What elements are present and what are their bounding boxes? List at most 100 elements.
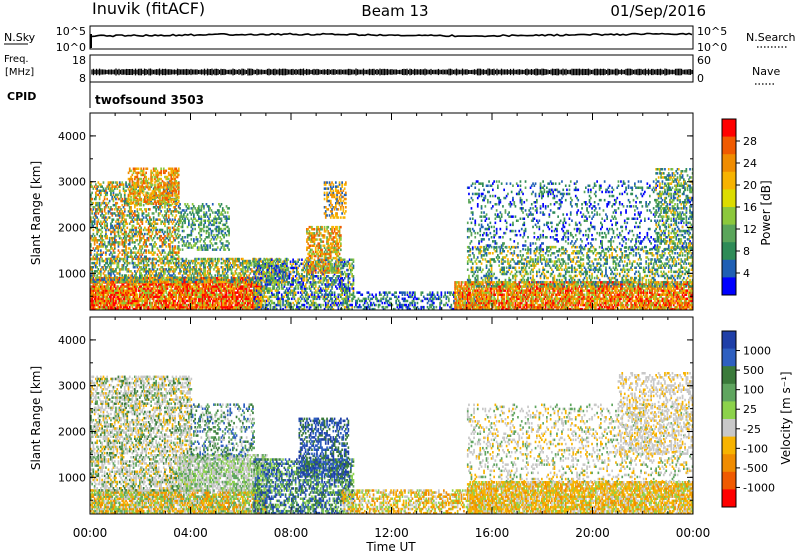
- data-cell: [176, 281, 179, 284]
- data-cell: [90, 285, 92, 288]
- data-cell: [155, 303, 157, 307]
- data-cell: [140, 287, 142, 290]
- data-cell: [150, 307, 152, 311]
- data-cell: [151, 297, 154, 301]
- data-cell: [157, 301, 160, 305]
- data-cell: [183, 229, 185, 233]
- data-cell: [118, 307, 121, 311]
- data-cell: [110, 297, 112, 301]
- data-cell: [177, 291, 180, 294]
- data-cell: [145, 281, 147, 284]
- data-cell: [132, 287, 135, 290]
- data-cell: [108, 303, 111, 307]
- data-cell: [102, 293, 105, 296]
- data-cell: [174, 293, 176, 296]
- data-cell: [175, 283, 178, 286]
- data-cell: [142, 283, 145, 286]
- data-cell: [166, 283, 169, 286]
- data-cell: [191, 299, 194, 303]
- data-cell: [121, 307, 124, 311]
- data-cell: [171, 285, 174, 288]
- data-cell: [164, 295, 166, 299]
- data-cell: [105, 301, 107, 305]
- data-cell: [183, 283, 185, 286]
- data-cell: [115, 287, 117, 290]
- data-cell: [98, 289, 101, 292]
- data-cell: [123, 299, 126, 303]
- data-cell: [96, 297, 98, 301]
- data-cell: [127, 293, 130, 296]
- data-cell: [147, 293, 150, 296]
- data-cell: [181, 285, 184, 288]
- data-cell: [185, 257, 188, 261]
- data-cell: [159, 307, 161, 311]
- data-cell: [188, 283, 190, 286]
- data-cell: [167, 200, 170, 203]
- data-cell: [111, 281, 114, 284]
- data-cell: [160, 303, 162, 307]
- data-cell: [98, 299, 101, 303]
- data-cell: [127, 251, 130, 254]
- data-cell: [100, 305, 102, 309]
- data-cell: [134, 297, 136, 301]
- data-cell: [127, 297, 130, 301]
- data-cell: [172, 307, 175, 311]
- data-cell: [141, 279, 144, 282]
- data-cell: [113, 293, 116, 296]
- data-cell: [144, 299, 146, 303]
- data-cell: [126, 301, 129, 305]
- data-cell: [106, 191, 108, 195]
- data-cell: [125, 295, 127, 299]
- data-cell: [90, 295, 92, 299]
- data-cell: [90, 301, 92, 305]
- data-cell: [110, 295, 112, 299]
- data-cell: [142, 291, 145, 294]
- data-cell: [177, 167, 180, 170]
- data-cell: [169, 301, 171, 305]
- data-cell: [135, 303, 137, 307]
- data-cell: [91, 303, 93, 307]
- data-cell: [110, 301, 112, 305]
- data-cell: [161, 285, 164, 288]
- data-cell: [97, 285, 100, 288]
- nsky-tick-top: 10^5: [56, 25, 86, 38]
- data-cell: [150, 305, 152, 309]
- data-cell: [123, 295, 126, 299]
- data-cell: [137, 303, 140, 307]
- data-cell: [177, 289, 180, 292]
- data-cell: [110, 281, 112, 284]
- data-cell: [190, 307, 193, 311]
- data-cell: [184, 305, 186, 309]
- data-cell: [169, 297, 171, 301]
- data-cell: [122, 293, 125, 296]
- data-cell: [108, 283, 111, 286]
- data-cell: [144, 303, 146, 307]
- data-cell: [165, 303, 168, 307]
- data-cell: [188, 297, 190, 301]
- data-cell: [127, 303, 130, 307]
- freq-tick-top: 18: [72, 54, 86, 67]
- data-cell: [131, 177, 134, 181]
- freq-unit-label: [MHz]: [5, 67, 34, 78]
- data-cell: [174, 305, 176, 309]
- data-cell: [170, 301, 173, 305]
- data-cell: [116, 295, 119, 299]
- data-cell: [107, 305, 110, 309]
- data-cell: [112, 299, 115, 303]
- data-cell: [134, 289, 136, 292]
- data-cell: [142, 295, 145, 299]
- data-cell: [90, 287, 92, 290]
- data-cell: [146, 297, 149, 301]
- data-cell: [152, 212, 155, 215]
- data-cell: [174, 303, 176, 307]
- data-cell: [105, 289, 107, 292]
- data-cell: [130, 206, 132, 209]
- data-cell: [189, 285, 191, 288]
- data-cell: [131, 285, 134, 288]
- data-cell: [90, 307, 92, 311]
- data-cell: [175, 281, 178, 284]
- data-cell: [101, 283, 103, 286]
- data-cell: [176, 303, 179, 307]
- data-cell: [147, 277, 150, 280]
- data-cell: [165, 283, 168, 286]
